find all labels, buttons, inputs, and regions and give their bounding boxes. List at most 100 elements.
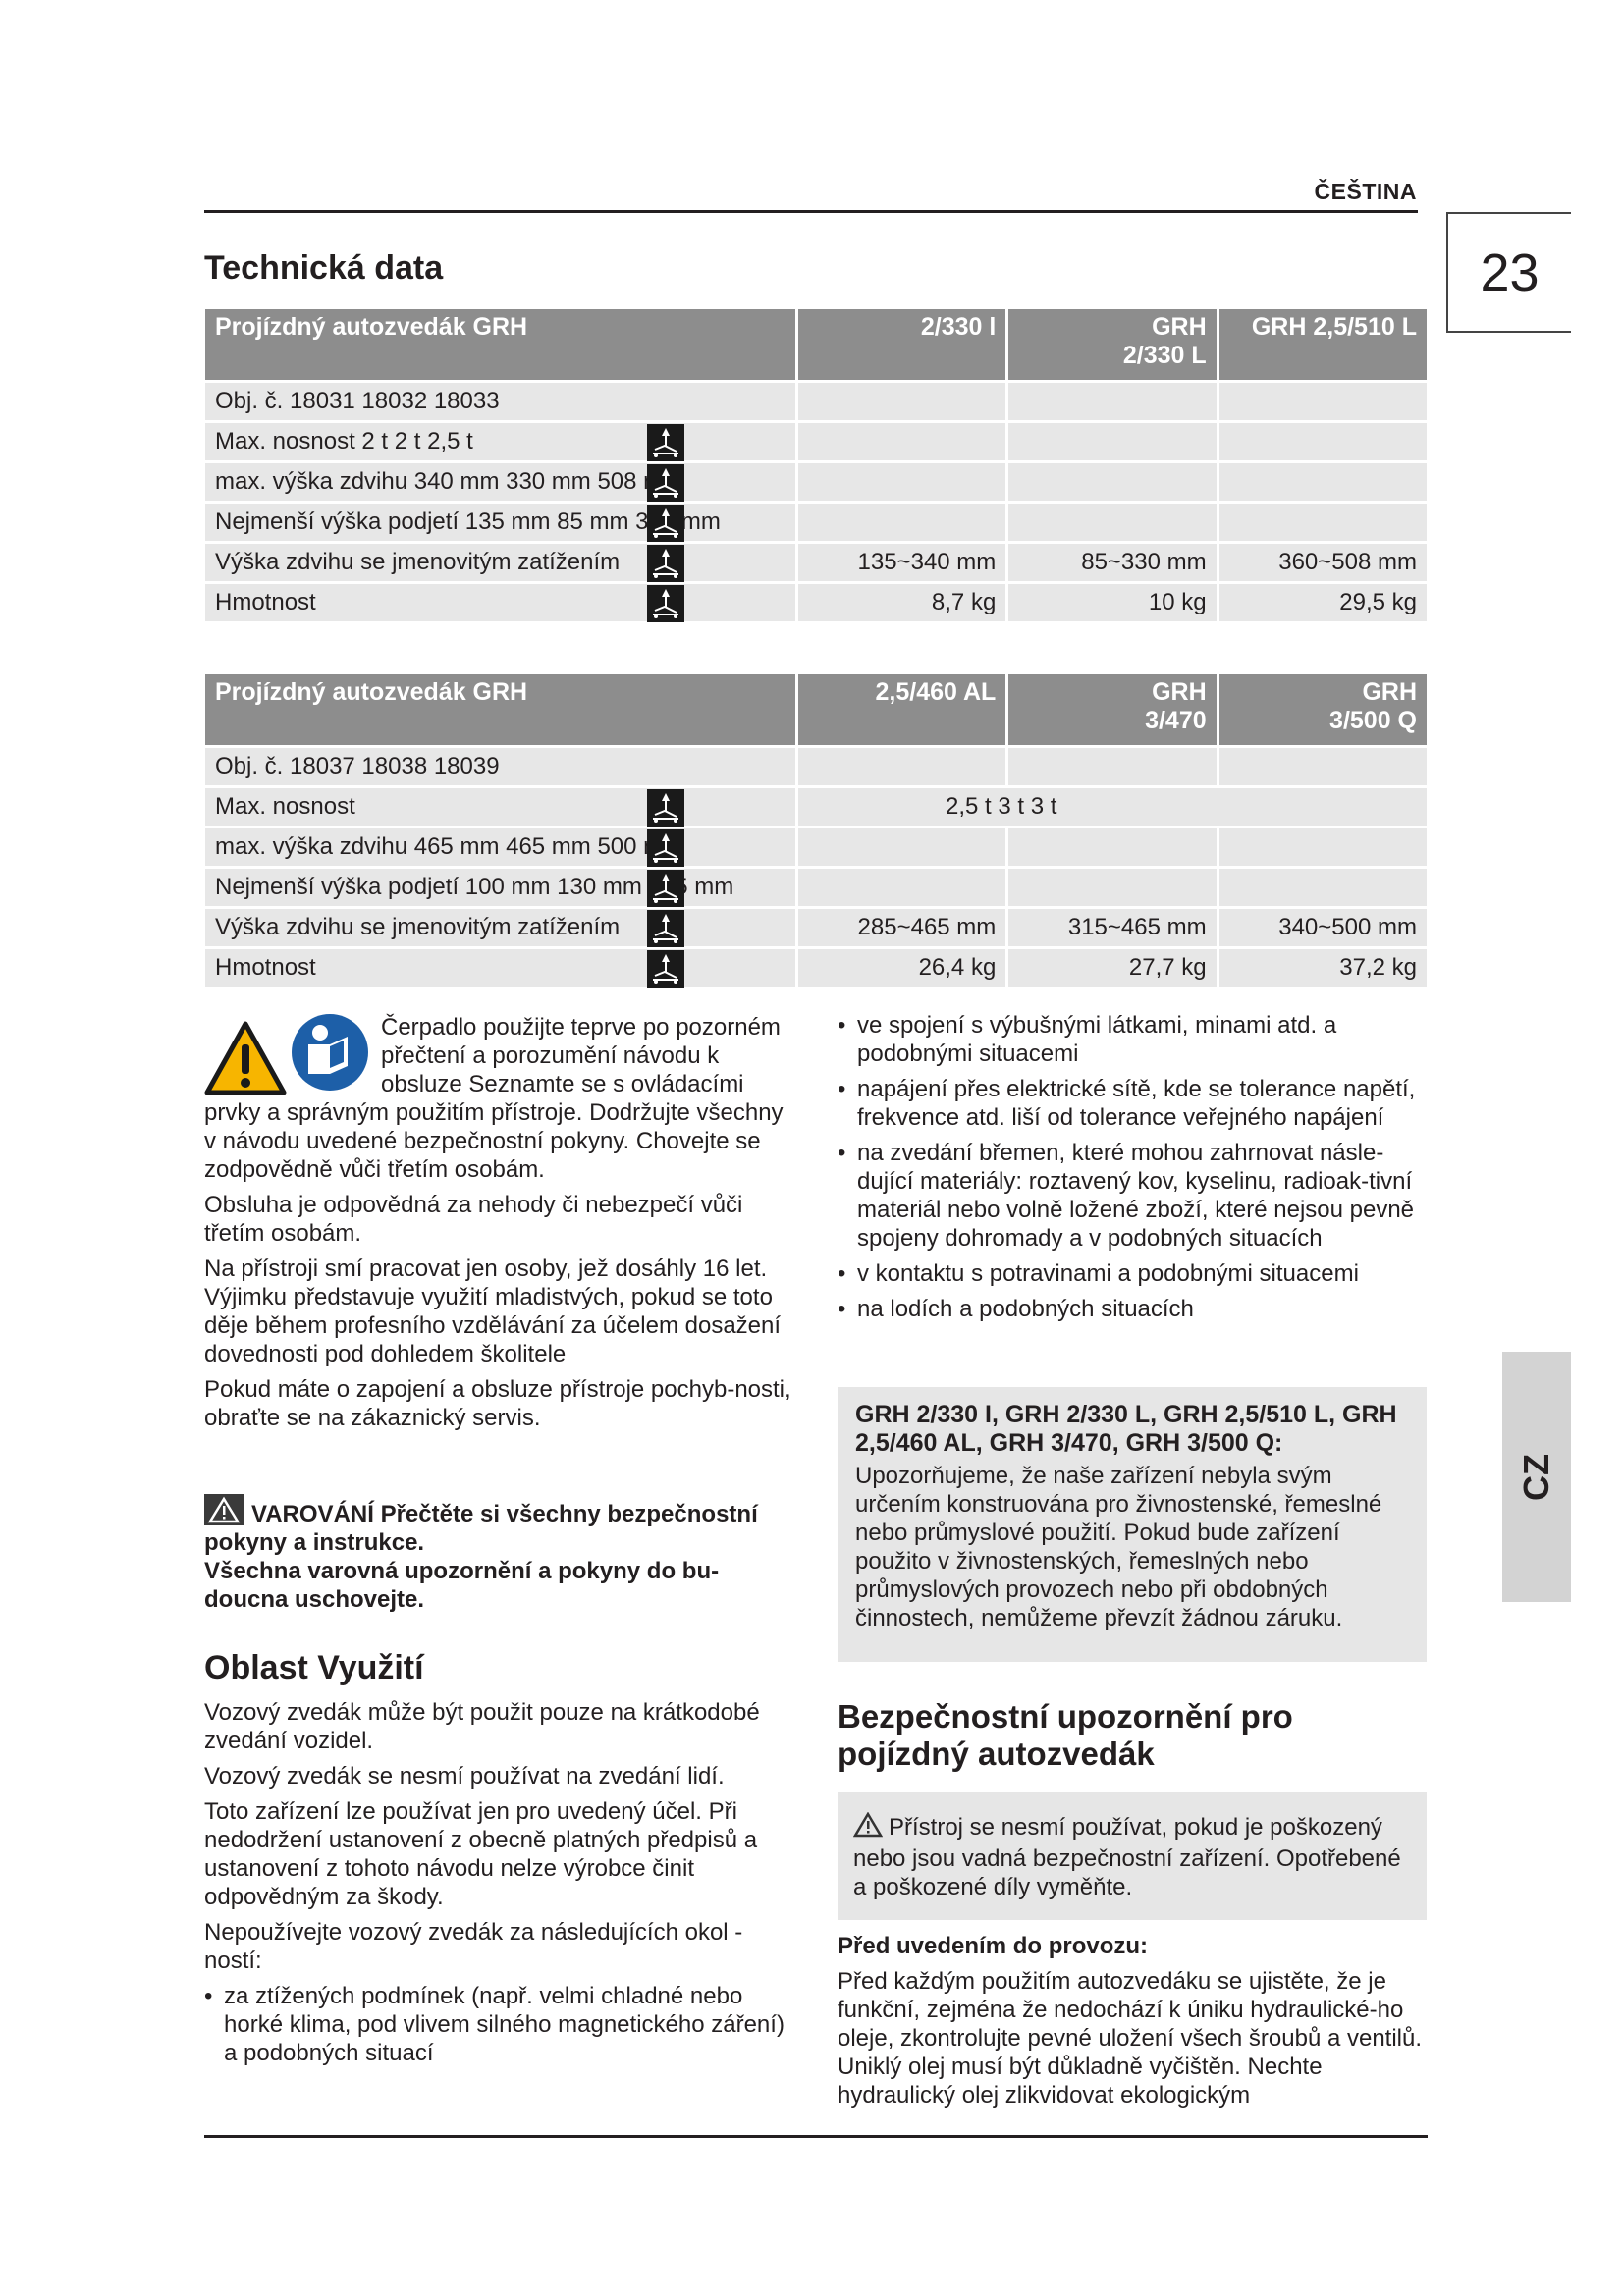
warning-label: VAROVÁNÍ bbox=[251, 1501, 374, 1527]
table-cell: 315~465 mm bbox=[1008, 909, 1217, 946]
safety-box-text: Přístroj se nesmí používat, pokud je poš… bbox=[853, 1814, 1401, 1900]
language-label: ČEŠTINA bbox=[1314, 179, 1417, 204]
table-row: Hmotnost 26,4 kg 27,7 kg 37,2 kg bbox=[205, 949, 1427, 988]
warning-block: VAROVÁNÍ Přečtěte si všechny bezpečnostn… bbox=[204, 1494, 793, 1614]
usage-paragraph-1: Vozový zvedák může být použit pouze na k… bbox=[204, 1699, 760, 1754]
safety-heading: Bezpečnostní upozornění pro pojízdný aut… bbox=[838, 1698, 1293, 1772]
table-row: Nejmenší výška podjetí 100 mm 130 mm 145… bbox=[205, 869, 1427, 907]
table-cell bbox=[797, 748, 1006, 785]
column-header: GRH 2,5/510 L bbox=[1218, 309, 1427, 380]
table-row: Obj. č. 18031 18032 18033 bbox=[205, 383, 1427, 420]
row-label: Nejmenší výška podjetí 135 mm 85 mm 360 … bbox=[205, 504, 795, 542]
spec-table-2: Projízdný autozvedák GRH 2,5/460 AL GRH 3/4… bbox=[202, 671, 1430, 989]
max-lift-height-icon bbox=[647, 829, 684, 867]
table-cell: 26,4 kg bbox=[797, 949, 1006, 987]
table-cell bbox=[1218, 748, 1427, 785]
table-cell bbox=[1008, 504, 1217, 541]
lift-range-icon bbox=[647, 910, 684, 947]
table-cell bbox=[1008, 383, 1217, 420]
table-cell bbox=[1218, 383, 1427, 420]
usage-paragraph-4: Nepoužívejte vozový zvedák za následujíc… bbox=[204, 1919, 743, 1974]
column-header: Projízdný autozvedák GRH bbox=[205, 674, 795, 745]
column-header: 2/330 l bbox=[797, 309, 1006, 380]
table-cell bbox=[797, 383, 1006, 420]
table-cell bbox=[797, 828, 1006, 866]
table-cell bbox=[1008, 463, 1217, 501]
warning-icon bbox=[204, 1494, 244, 1525]
usage-section: Vozový zvedák může být použit pouze na k… bbox=[204, 1698, 793, 2074]
table-row: Výška zdvihu se jmenovitým zatížením 135~… bbox=[205, 544, 1427, 582]
table-row: Nejmenší výška podjetí 135 mm 85 mm 360 … bbox=[205, 504, 1427, 542]
row-label: Výška zdvihu se jmenovitým zatížením bbox=[205, 909, 795, 947]
language-side-tab: CZ bbox=[1502, 1352, 1571, 1602]
min-height-icon bbox=[647, 505, 684, 542]
row-label: Nejmenší výška podjetí 100 mm 130 mm 145… bbox=[205, 869, 795, 907]
warning-triangle-icon bbox=[204, 1021, 287, 1095]
table-cell bbox=[797, 869, 1006, 906]
row-label: max. výška zdvihu 340 mm 330 mm 508 mm bbox=[205, 463, 795, 502]
table-cell: 27,7 kg bbox=[1008, 949, 1217, 987]
warning-text: Přečtěte si všechny bezpečnostní pokyny … bbox=[204, 1501, 758, 1556]
left-column: Čerpadlo použijte teprve po pozorném pře… bbox=[204, 1013, 793, 1439]
note-heading: GRH 2/330 I, GRH 2/330 L, GRH 2,5/510 L,… bbox=[855, 1401, 1397, 1457]
table-row: Obj. č. 18037 18038 18039 bbox=[205, 748, 1427, 785]
table-cell: 285~465 mm bbox=[797, 909, 1006, 946]
service-paragraph: Pokud máte o zapojení a obsluze přístroj… bbox=[204, 1376, 791, 1431]
safety-icons bbox=[204, 1013, 381, 1095]
table-cell bbox=[1008, 748, 1217, 785]
row-label: Max. nosnost bbox=[205, 788, 795, 827]
table-cell: 29,5 kg bbox=[1218, 584, 1427, 621]
spec-table-1: Projízdný autozvedák GRH 2/330 l GRH 2/330 … bbox=[202, 306, 1430, 624]
intro-paragraph: Čerpadlo použijte teprve po pozorném pře… bbox=[204, 1014, 784, 1183]
row-label: max. výška zdvihu 465 mm 465 mm 500 mm bbox=[205, 828, 795, 867]
table-row: Max. nosnost 2,5 t 3 t 3 t bbox=[205, 788, 1427, 827]
read-manual-icon bbox=[292, 1014, 368, 1091]
table-cell: 340~500 mm bbox=[1218, 909, 1427, 946]
column-header: GRH 3/470 bbox=[1008, 674, 1217, 745]
list-item: na lodích a podobných situacích bbox=[838, 1295, 1427, 1323]
column-header: 2,5/460 AL bbox=[797, 674, 1006, 745]
table-cell: 135~340 mm bbox=[797, 544, 1006, 581]
warning-text-2: Všechna varovná upozornění a pokyny do b… bbox=[204, 1558, 720, 1613]
table-cell bbox=[1218, 828, 1427, 866]
weight-icon bbox=[647, 950, 684, 988]
table-cell: 360~508 mm bbox=[1218, 544, 1427, 581]
list-item: napájení přes elektrické sítě, kde se to… bbox=[838, 1075, 1427, 1132]
side-tab-label: CZ bbox=[1516, 1453, 1556, 1501]
list-item: ve spojení s výbušnými látkami, minami a… bbox=[838, 1011, 1427, 1068]
table-cell bbox=[797, 504, 1006, 541]
row-label: Obj. č. 18037 18038 18039 bbox=[205, 748, 795, 785]
warning-outline-icon bbox=[852, 1811, 884, 1844]
table-cell: 37,2 kg bbox=[1218, 949, 1427, 987]
table-cell bbox=[1218, 463, 1427, 501]
table-row: Hmotnost 8,7 kg 10 kg 29,5 kg bbox=[205, 584, 1427, 622]
right-bullets: ve spojení s výbušnými látkami, minami a… bbox=[838, 1011, 1427, 1330]
table-cell: 2,5 t 3 t 3 t bbox=[797, 788, 1427, 826]
table-cell bbox=[1008, 869, 1217, 906]
page-number: 23 bbox=[1446, 212, 1571, 333]
table-cell bbox=[1008, 423, 1217, 460]
list-item: v kontaktu s potravinami a podobnými sit… bbox=[838, 1259, 1427, 1288]
commercial-use-note: GRH 2/330 I, GRH 2/330 L, GRH 2,5/510 L,… bbox=[838, 1387, 1427, 1662]
column-header: Projízdný autozvedák GRH bbox=[205, 309, 795, 380]
row-label: Hmotnost bbox=[205, 949, 795, 988]
table-cell bbox=[797, 463, 1006, 501]
usage-paragraph-3: Toto zařízení lze používat jen pro uvede… bbox=[204, 1798, 758, 1910]
footer-rule bbox=[204, 2135, 1428, 2138]
table-cell bbox=[797, 423, 1006, 460]
table-row: Výška zdvihu se jmenovitým zatížením 285~… bbox=[205, 909, 1427, 947]
row-label: Hmotnost bbox=[205, 584, 795, 622]
load-capacity-icon bbox=[647, 424, 684, 461]
header-rule bbox=[204, 210, 1418, 213]
weight-icon bbox=[647, 585, 684, 622]
page-title: Technická data bbox=[204, 249, 444, 287]
row-label: Výška zdvihu se jmenovitým zatížením bbox=[205, 544, 795, 582]
list-item: za ztížených podmínek (např. velmi chlad… bbox=[204, 1982, 793, 2067]
table-cell bbox=[1218, 869, 1427, 906]
safety-box: Přístroj se nesmí používat, pokud je poš… bbox=[838, 1792, 1427, 1920]
table-cell: 8,7 kg bbox=[797, 584, 1006, 621]
load-capacity-icon bbox=[647, 789, 684, 827]
table-cell: 85~330 mm bbox=[1008, 544, 1217, 581]
usage-heading: Oblast Využití bbox=[204, 1649, 424, 1686]
column-header: GRH 3/500 Q bbox=[1218, 674, 1427, 745]
